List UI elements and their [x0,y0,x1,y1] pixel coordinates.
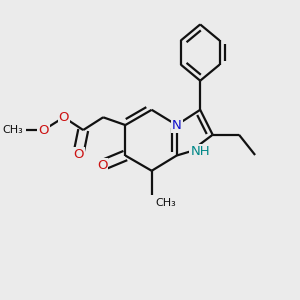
Text: O: O [58,111,69,124]
Text: N: N [172,118,182,132]
Text: O: O [38,124,49,136]
Text: O: O [73,148,83,161]
Text: CH₃: CH₃ [156,198,177,208]
Text: CH₃: CH₃ [3,125,23,135]
Text: NH: NH [190,145,210,158]
Text: O: O [97,159,107,172]
